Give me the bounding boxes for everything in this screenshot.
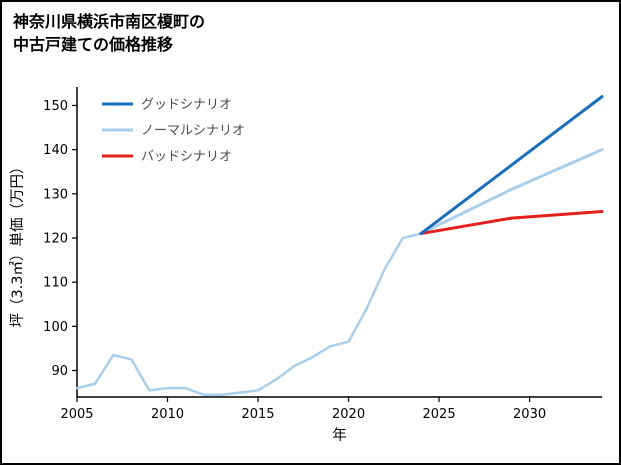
chart-title-line2: 中古戸建ての価格推移 xyxy=(13,35,174,55)
y-tick-label: 130 xyxy=(43,187,68,202)
x-axis-label: 年 xyxy=(332,427,347,444)
legend-label-good-scenario: グッドシナリオ xyxy=(141,98,232,113)
y-tick-label: 90 xyxy=(51,364,68,379)
legend-label-normal-scenario: ノーマルシナリオ xyxy=(141,124,245,139)
x-tick-label: 2015 xyxy=(241,407,274,422)
y-tick-label: 100 xyxy=(43,320,68,335)
series-line-good-scenario xyxy=(419,95,604,236)
y-tick-label: 150 xyxy=(43,99,68,114)
x-tick-label: 2025 xyxy=(423,407,456,422)
y-tick-label: 140 xyxy=(43,143,68,158)
series-line-history xyxy=(75,232,423,397)
y-axis-label: 坪（3.3㎡）単価（万円） xyxy=(9,159,26,327)
y-tick-label: 110 xyxy=(43,276,68,291)
y-tick-label: 120 xyxy=(43,231,68,246)
x-tick-label: 2020 xyxy=(332,407,365,422)
x-tick-label: 2005 xyxy=(60,407,93,422)
chart-title-line1: 神奈川県横浜市南区榎町の xyxy=(13,12,206,31)
chart-title: 神奈川県横浜市南区榎町の 中古戸建ての価格推移 xyxy=(13,10,205,56)
x-tick-label: 2030 xyxy=(513,407,546,422)
x-tick-label: 2010 xyxy=(151,407,184,422)
series-line-bad-scenario xyxy=(419,209,604,236)
legend-label-bad-scenario: バッドシナリオ xyxy=(141,150,232,165)
series-line-normal-scenario xyxy=(419,148,604,236)
